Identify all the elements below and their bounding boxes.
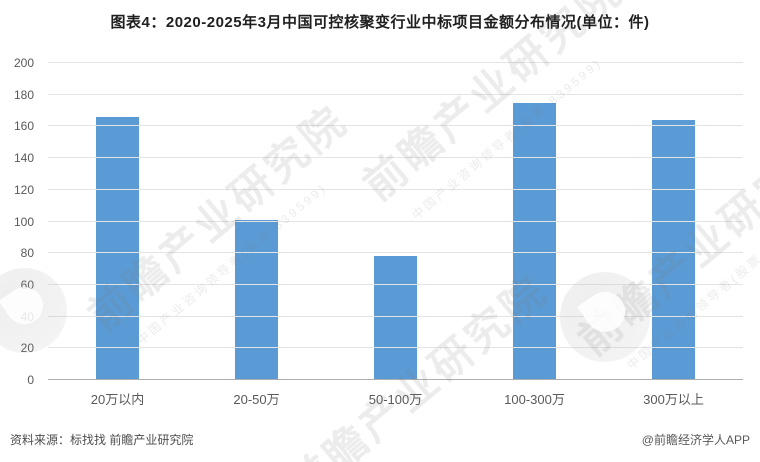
bar-columns <box>48 63 743 380</box>
y-tick-label: 20 <box>20 341 34 356</box>
bar-column <box>465 63 604 380</box>
bar <box>513 102 556 380</box>
y-tick-label: 120 <box>13 182 34 197</box>
x-tick-label: 50-100万 <box>368 392 423 407</box>
gridline <box>48 315 743 317</box>
y-tick-label: 80 <box>20 246 34 261</box>
gridline <box>48 93 743 95</box>
bar-column <box>326 63 465 380</box>
chart-title: 图表4：2020-2025年3月中国可控核聚变行业中标项目金额分布情况(单位：件… <box>110 14 650 31</box>
x-tick-label: 300万以上 <box>643 392 704 407</box>
y-tick-label: 60 <box>20 277 34 292</box>
gridline <box>48 188 743 190</box>
x-tick-label: 20-50万 <box>233 392 280 407</box>
bar <box>96 116 139 380</box>
gridline <box>48 157 743 159</box>
bar-column <box>187 63 326 380</box>
gridline <box>48 62 743 63</box>
y-tick-label: 140 <box>13 151 34 166</box>
y-tick-label: 100 <box>13 214 34 229</box>
y-tick-label: 180 <box>13 87 34 102</box>
gridline <box>48 125 743 127</box>
y-tick-label: 0 <box>27 373 34 387</box>
gridline <box>48 252 743 254</box>
y-tick-label: 160 <box>13 119 34 134</box>
y-tick-label: 40 <box>20 309 34 324</box>
source-note: 资料来源：标找找 前瞻产业研究院 <box>10 433 194 447</box>
bar-column <box>604 63 743 380</box>
x-axis-labels: 20万以内 20-50万 50-100万 100-300万 300万以上 <box>48 389 743 408</box>
x-tick-label: 20万以内 <box>90 392 145 407</box>
bar-column <box>48 63 187 380</box>
x-tick-label: 100-300万 <box>504 392 565 407</box>
bar <box>235 219 278 380</box>
bar <box>374 256 417 380</box>
x-axis-line <box>48 379 743 380</box>
gridline <box>48 220 743 222</box>
credit-note: @前瞻经济学人APP <box>641 433 750 447</box>
bar <box>652 120 695 380</box>
y-axis-labels: 0 20 40 60 80 100 120 140 160 180 200 <box>0 56 40 387</box>
footer: 资料来源：标找找 前瞻产业研究院 @前瞻经济学人APP <box>10 431 750 448</box>
gridline <box>48 283 743 285</box>
gridline <box>48 347 743 349</box>
y-tick-label: 200 <box>13 56 34 70</box>
plot-area <box>48 62 743 380</box>
